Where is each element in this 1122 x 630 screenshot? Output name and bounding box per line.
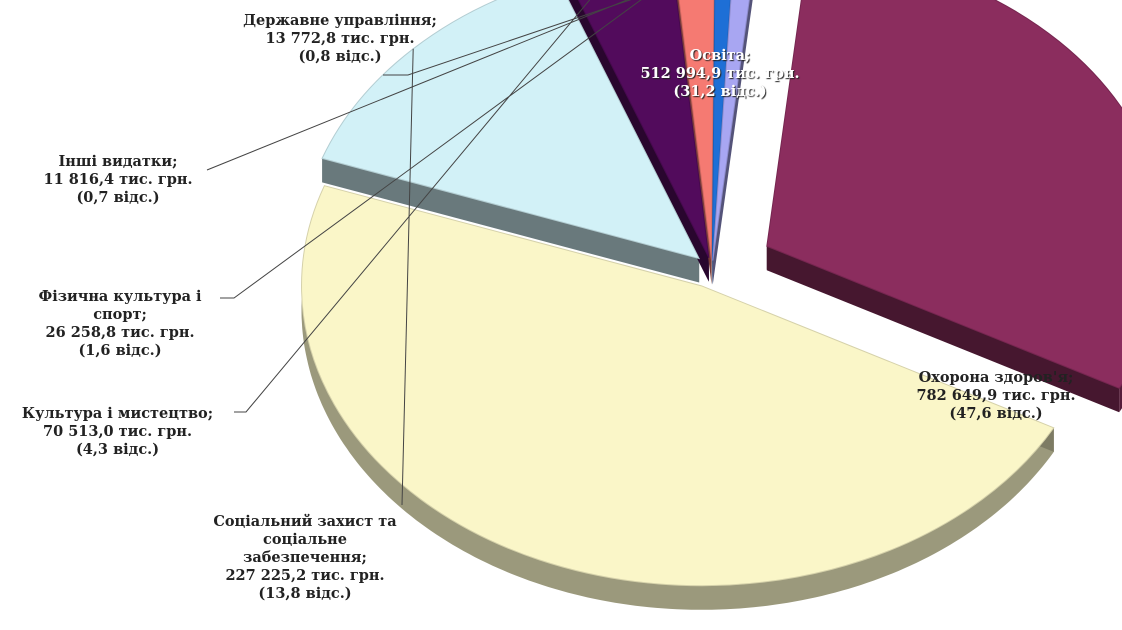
slice-share: (47,6 відс.) [949,405,1043,422]
slice-label-ohorona-zdorovia: Охорона здоров'я; 782 649,9 тис. грн. (4… [876,369,1116,423]
slice-value: 512 994,9 тис. грн. [640,65,800,82]
slice-inshi-vydatky [711,0,731,261]
slice-name: Культура і мистецтво; [21,405,214,422]
slice-share: (31,2 відс.) [673,83,767,100]
slice-name-line: Фізична культура і [38,288,202,305]
slice-name-line: Соціальний захист та [213,513,397,530]
leader-line-sotsialnyi-zakhyst [401,48,414,506]
slice-label-sotsialnyi-zakhyst: Соціальний захист та соціальне забезпече… [195,513,415,603]
slice-name: Державне управління; [243,12,437,29]
slice-label-kultura: Культура і мистецтво; 70 513,0 тис. грн.… [0,405,235,459]
slice-value: 227 225,2 тис. грн. [225,567,385,584]
slice-name: Охорона здоров'я; [918,369,1074,386]
slice-name-line: соціальне [262,531,348,548]
slice-derzhavne-upravlinnia [712,0,750,261]
slice-share: (0,8 відс.) [298,48,382,65]
slice-cut-osvita [766,246,1120,413]
slice-cut-derzhavne-upravlinnia [712,0,753,285]
pie-slice-tops [301,0,1122,587]
slice-name: Інші видатки; [58,153,178,170]
slice-share: (0,7 відс.) [76,189,160,206]
leader-line-derzhavne-upravlinnia [383,0,632,76]
slice-share: (4,3 відс.) [75,441,160,458]
slice-label-inshi-vydatky: Інші видатки; 11 816,4 тис. грн. (0,7 ві… [28,153,208,207]
slice-name-line: забезпечення; [243,549,367,566]
slice-osvita [766,0,1122,389]
slice-value: 70 513,0 тис. грн. [42,423,193,440]
slice-label-osvita: Освіта; 512 994,9 тис. грн. (31,2 відс.) [640,47,800,101]
slice-name-line: спорт; [93,306,147,323]
slice-label-fizychna-kultura: Фізична культура і спорт; 26 258,8 тис. … [20,288,220,360]
slice-ohorona-zdorovia [301,185,1055,587]
leader-line-inshi-vydatky [206,0,629,171]
slice-share: (13,8 відс.) [258,585,352,602]
slice-name: Освіта; [689,47,751,64]
slice-label-derzhavne-upravlinnia: Державне управління; 13 772,8 тис. грн. … [215,12,465,66]
slice-value: 11 816,4 тис. грн. [43,171,193,188]
slice-kultura [577,0,710,258]
slice-fizychna-kultura [678,0,715,261]
slice-value: 26 258,8 тис. грн. [45,324,195,341]
slice-value: 13 772,8 тис. грн. [265,30,415,47]
leader-lines [206,0,642,506]
slice-cut-sotsialnyi-zakhyst [322,158,700,283]
slice-value: 782 649,9 тис. грн. [916,387,1076,404]
slice-share: (1,6 відс.) [78,342,162,359]
leader-line-kultura [234,0,591,413]
leader-line-fizychna-kultura [220,0,642,299]
slice-side-osvita [1119,384,1122,413]
